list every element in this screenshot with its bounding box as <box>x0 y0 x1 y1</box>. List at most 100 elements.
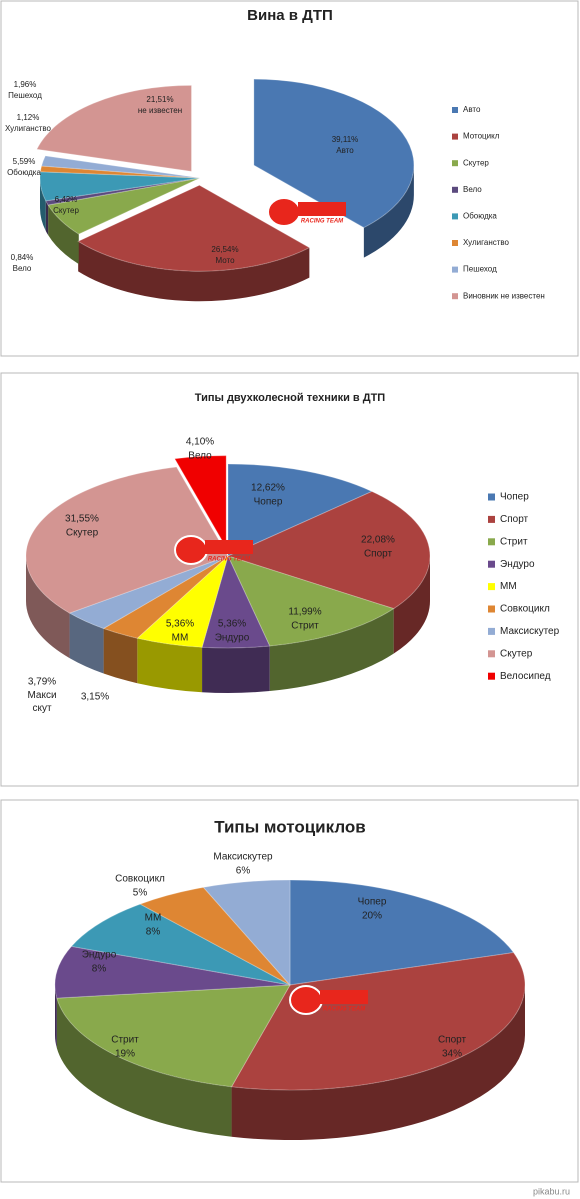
legend-swatch <box>452 293 458 300</box>
logo-text: RACING TEAM <box>301 219 344 225</box>
legend-swatch <box>488 560 495 568</box>
data-label: 4,10% <box>186 437 214 448</box>
data-label-name: Эндуро <box>82 950 117 961</box>
legend-label: Чопер <box>500 492 529 503</box>
data-label-name: Стрит <box>111 1035 139 1046</box>
data-label: 1,12% <box>17 113 40 122</box>
data-label-name: Чопер <box>254 497 283 508</box>
data-label: 3,15% <box>81 692 109 703</box>
pie <box>25 455 431 693</box>
data-label: 8% <box>146 927 161 938</box>
legend-label: Максискутер <box>500 626 560 637</box>
data-label-name: Скутер <box>66 528 99 539</box>
legend-swatch <box>452 133 458 140</box>
slice-side <box>78 241 310 302</box>
data-label-name: ММ <box>145 913 162 924</box>
legend-swatch <box>488 515 495 523</box>
slice-side <box>363 165 414 258</box>
legend-label: Эндуро <box>500 559 535 570</box>
legend-label: Вело <box>463 185 482 194</box>
slice <box>102 555 229 639</box>
slice <box>201 554 271 649</box>
chart-title: Вина в ДТП <box>247 7 333 24</box>
slice-side <box>56 998 232 1137</box>
legend-swatch <box>452 107 458 113</box>
data-label-name: не известен <box>138 106 182 115</box>
slice <box>44 177 201 206</box>
slice-side <box>103 628 138 684</box>
data-label-name: Вело <box>188 451 212 462</box>
logo-text: RACING TEAM <box>323 1007 366 1013</box>
data-label-name: ММ <box>172 633 189 644</box>
slice-side <box>40 178 46 231</box>
legend-label: Совкоцикл <box>500 604 550 615</box>
slice <box>39 165 201 179</box>
data-label: 39,11% <box>332 135 359 144</box>
data-label-name: Пешеход <box>8 91 42 100</box>
data-label: 20% <box>362 911 382 922</box>
data-label-name: Обоюдка <box>7 168 41 177</box>
legend-label: Стрит <box>500 536 528 547</box>
chart-title: Типы двухколесной техники в ДТП <box>195 392 385 404</box>
data-label: 31,55% <box>65 514 99 525</box>
slice-side <box>55 985 57 1049</box>
slice-side <box>269 608 394 692</box>
logo-mark <box>320 990 368 1004</box>
legend-label: Мотоцикл <box>463 132 500 141</box>
legend-swatch <box>488 672 495 680</box>
slice-side <box>137 638 203 693</box>
logo-mark <box>174 535 208 565</box>
slice <box>40 155 201 179</box>
data-label: 3,79% <box>28 677 56 688</box>
slice <box>173 455 227 550</box>
data-label: 0,84% <box>11 253 34 262</box>
data-label-name: Мото <box>215 256 235 265</box>
slice <box>138 886 291 986</box>
legend-swatch <box>488 605 495 613</box>
legend-swatch <box>488 627 495 635</box>
legend-label: Виновник не известен <box>463 291 545 300</box>
legend-label: Обоюдка <box>463 212 497 221</box>
data-label: 1,96% <box>14 80 37 89</box>
slice-side <box>26 556 70 659</box>
legend-swatch <box>452 160 458 167</box>
pie <box>54 879 526 1140</box>
data-label: 8% <box>92 964 107 975</box>
legend-swatch <box>452 186 458 193</box>
legend-label: Авто <box>463 105 481 114</box>
logo-mark <box>298 202 346 216</box>
legend-swatch <box>488 650 495 658</box>
data-label: 5% <box>133 888 148 899</box>
slice <box>227 555 395 647</box>
data-label-name: Вело <box>13 264 32 273</box>
slice-side <box>69 613 104 674</box>
logo-mark <box>205 540 253 554</box>
slice <box>202 879 291 987</box>
data-label: 22,08% <box>361 535 395 546</box>
slice <box>47 177 201 235</box>
data-label-name: Спорт <box>438 1035 467 1046</box>
slice <box>226 490 431 610</box>
legend-label: Скутер <box>500 648 533 659</box>
data-label-name: Макси скут <box>27 690 56 714</box>
slice <box>136 554 229 648</box>
data-label: 26,54% <box>211 245 238 254</box>
legend-swatch <box>488 538 495 546</box>
legend-swatch <box>452 240 458 246</box>
slice-side <box>45 200 49 236</box>
slice-side <box>393 556 430 654</box>
data-label-name: Чопер <box>358 897 387 908</box>
legend-label: Пешеход <box>463 265 497 274</box>
data-label-name: Стрит <box>291 621 319 632</box>
data-label-name: Скутер <box>53 206 79 215</box>
data-label: 12,62% <box>251 483 285 494</box>
data-label: 5,36% <box>218 619 246 630</box>
legend-label: ММ <box>500 581 517 592</box>
logo-text: RACING TEAM <box>208 557 251 563</box>
slice <box>70 903 291 986</box>
data-label: 11,99% <box>288 607 321 618</box>
slice <box>227 463 374 557</box>
legend-label: Хулиганство <box>463 238 510 247</box>
data-label: 6,42% <box>55 195 78 204</box>
